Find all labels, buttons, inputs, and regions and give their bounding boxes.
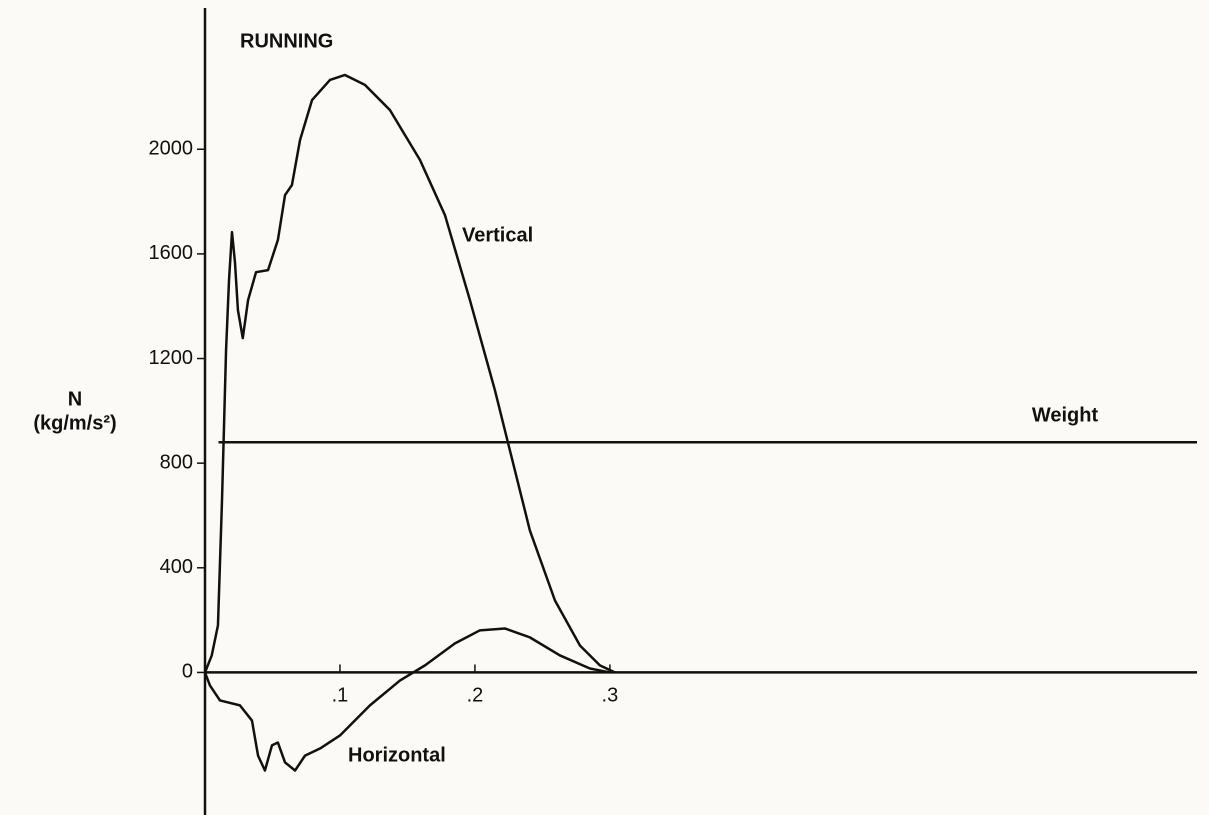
y-axis-label: (kg/m/s²) (33, 412, 116, 434)
y-axis-label: N (68, 388, 82, 410)
x-tick-label: .1 (332, 685, 349, 707)
x-tick-label: .3 (602, 685, 619, 707)
line-series (203, 627, 611, 772)
x-tick-label: .2 (467, 685, 484, 707)
y-tick-label: 400 (160, 556, 193, 578)
series-label: Horizontal (348, 744, 446, 766)
series-label: Vertical (462, 224, 533, 246)
y-tick-label: 1200 (149, 347, 194, 369)
series-label: Weight (1032, 404, 1099, 426)
y-tick-label: 0 (182, 661, 193, 683)
line-series (203, 73, 616, 674)
chart-title: RUNNING (240, 30, 333, 52)
y-tick-label: 1600 (149, 242, 194, 264)
y-tick-label: 2000 (149, 138, 194, 160)
y-tick-label: 800 (160, 451, 193, 473)
